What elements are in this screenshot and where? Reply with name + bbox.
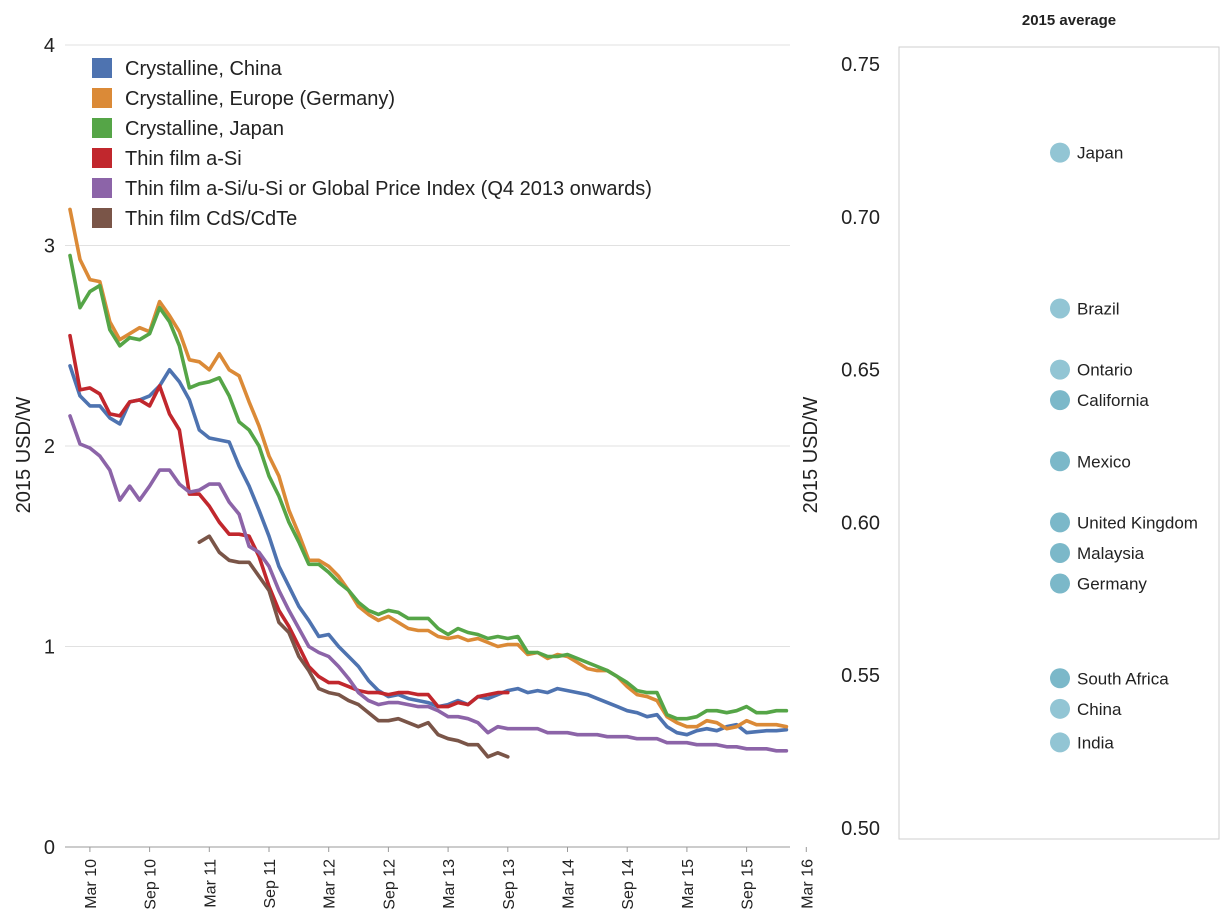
data-point <box>1050 451 1070 472</box>
point-label: China <box>1077 700 1122 719</box>
x-tick-label: Sep 15 <box>740 859 757 910</box>
legend-label: Thin film a-Si <box>125 148 242 170</box>
x-tick-label: Mar 14 <box>561 859 578 909</box>
legend-swatch <box>92 208 112 228</box>
y-axis-label: 2015 USD/W <box>800 397 822 514</box>
series-line-3 <box>68 253 789 721</box>
series-line-1 <box>68 364 789 737</box>
point-label: California <box>1077 391 1149 410</box>
data-points: Japan Brazil Ontario California Mexico United… <box>1050 142 1198 753</box>
x-tick-labels: Mar 10 Sep 10 Mar 11 Sep 11 Mar 12 Sep 12 Mar … <box>83 847 816 910</box>
y-tick-label: 0.70 <box>841 207 880 229</box>
data-point <box>1050 732 1070 753</box>
legend-label: Crystalline, China <box>125 58 283 80</box>
data-point <box>1050 698 1070 719</box>
y-tick-labels: 0.50 0.55 0.60 0.65 0.70 0.75 <box>841 54 880 840</box>
legend-swatch <box>92 88 112 108</box>
y-tick-label: 0.75 <box>841 54 880 76</box>
y-tick-label: 0.50 <box>841 818 880 840</box>
point-label: Ontario <box>1077 361 1133 380</box>
legend-swatch <box>92 58 112 78</box>
data-point <box>1050 573 1070 594</box>
x-tick-label: Mar 13 <box>441 859 458 909</box>
legend-label: Crystalline, Europe (Germany) <box>125 88 395 110</box>
x-tick-label: Sep 11 <box>262 859 279 909</box>
series-line-6 <box>197 534 510 759</box>
series-line-5 <box>68 414 789 753</box>
y-tick-label: 1 <box>44 637 55 659</box>
series-lines <box>68 207 789 759</box>
data-point <box>1050 542 1070 563</box>
y-axis-label: 2015 USD/W <box>13 397 35 514</box>
x-tick-label: Sep 14 <box>620 859 637 910</box>
point-label: United Kingdom <box>1077 513 1198 532</box>
gridlines <box>65 44 790 848</box>
legend-swatch <box>92 178 112 198</box>
legend-label: Thin film CdS/CdTe <box>125 208 297 230</box>
y-tick-label: 2 <box>44 436 55 458</box>
plot-frame <box>898 46 1220 840</box>
data-point <box>1050 668 1070 689</box>
point-label: Malaysia <box>1077 544 1145 563</box>
x-tick-label: Sep 13 <box>501 859 518 910</box>
y-tick-label: 0 <box>44 837 55 859</box>
legend-swatch <box>92 148 112 168</box>
series-line-4 <box>68 333 510 709</box>
y-tick-label: 0.65 <box>841 360 880 382</box>
data-point <box>1050 142 1070 163</box>
x-tick-label: Mar 11 <box>202 859 219 908</box>
y-tick-label: 4 <box>44 35 55 57</box>
y-tick-label: 3 <box>44 236 55 258</box>
legend-swatch <box>92 118 112 138</box>
scatter-panel: 2015 average 0.50 0.55 0.60 0.65 0.70 0.75 Ja… <box>800 12 1220 840</box>
x-tick-label: Mar 16 <box>799 859 816 909</box>
series-line-2 <box>68 207 789 731</box>
point-label: Brazil <box>1077 299 1120 318</box>
y-tick-label: 0.55 <box>841 665 880 687</box>
point-label: Japan <box>1077 144 1123 163</box>
y-tick-labels: 0 1 2 3 4 <box>44 35 55 859</box>
x-tick-label: Mar 10 <box>83 859 100 909</box>
data-point <box>1050 359 1070 380</box>
data-point <box>1050 390 1070 411</box>
point-label: Germany <box>1077 575 1147 594</box>
panel-title: 2015 average <box>1022 12 1116 29</box>
point-label: India <box>1077 733 1114 752</box>
legend-label: Thin film a-Si/u-Si or Global Price Inde… <box>125 178 652 200</box>
legend-label: Crystalline, Japan <box>125 118 284 140</box>
x-tick-label: Mar 15 <box>680 859 697 909</box>
legend: Crystalline, China Crystalline, Europe (G… <box>92 58 652 230</box>
x-tick-label: Sep 12 <box>381 859 398 910</box>
data-point <box>1050 298 1070 319</box>
line-chart-panel: 0 1 2 3 4 Mar 10 Sep 10 Mar 11 Sep 11 Mar 12 Sep … <box>13 35 816 910</box>
point-label: Mexico <box>1077 452 1131 471</box>
x-tick-label: Sep 10 <box>143 859 160 910</box>
point-label: South Africa <box>1077 669 1169 688</box>
data-point <box>1050 512 1070 533</box>
x-tick-label: Mar 12 <box>322 859 339 909</box>
y-tick-label: 0.60 <box>841 512 880 534</box>
